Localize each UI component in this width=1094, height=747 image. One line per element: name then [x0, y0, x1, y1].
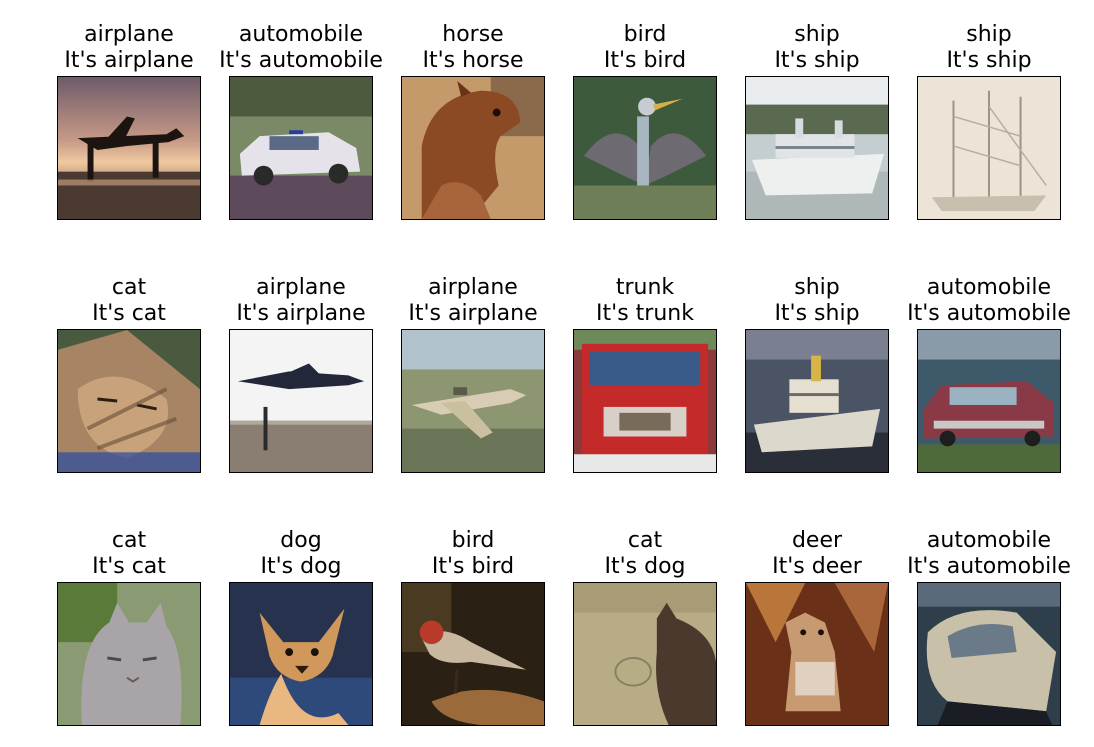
image-cell: airplane It's airplane: [43, 22, 215, 222]
true-label: cat: [559, 528, 731, 554]
predicted-caption: It's dog: [559, 554, 731, 580]
predicted-caption: It's airplane: [387, 301, 559, 327]
true-label: bird: [559, 22, 731, 48]
image-cell: ship It's ship: [903, 22, 1075, 222]
ferry-harbor-thumbnail: [745, 329, 889, 473]
cruise-ship-thumbnail: [745, 76, 889, 220]
deer-brown-thumbnail: [745, 582, 889, 726]
chihuahua-thumbnail: [229, 582, 373, 726]
robin-thumbnail: [401, 582, 545, 726]
predicted-caption: It's ship: [731, 48, 903, 74]
image-title: airplane It's airplane: [387, 275, 559, 327]
image-cell: airplane It's airplane: [215, 275, 387, 475]
true-label: deer: [731, 528, 903, 554]
predicted-caption: It's airplane: [43, 48, 215, 74]
image-cell: cat It's cat: [43, 275, 215, 475]
true-label: automobile: [903, 275, 1075, 301]
image-title: automobile It's automobile: [215, 22, 387, 74]
image-cell: dog It's dog: [215, 528, 387, 728]
cat-profile-thumbnail: [573, 582, 717, 726]
image-cell: deer It's deer: [731, 528, 903, 728]
true-label: airplane: [387, 275, 559, 301]
light-aircraft-thumbnail: [401, 329, 545, 473]
image-title: bird It's bird: [559, 22, 731, 74]
image-title: trunk It's trunk: [559, 275, 731, 327]
true-label: ship: [731, 22, 903, 48]
image-title: ship It's ship: [903, 22, 1075, 74]
predicted-caption: It's dog: [215, 554, 387, 580]
predicted-caption: It's automobile: [215, 48, 387, 74]
image-cell: bird It's bird: [559, 22, 731, 222]
image-title: automobile It's automobile: [903, 275, 1075, 327]
true-label: bird: [387, 528, 559, 554]
image-cell: horse It's horse: [387, 22, 559, 222]
police-car-thumbnail: [229, 76, 373, 220]
predicted-caption: It's automobile: [903, 301, 1075, 327]
image-cell: ship It's ship: [731, 22, 903, 222]
predicted-caption: It's ship: [731, 301, 903, 327]
image-title: airplane It's airplane: [215, 275, 387, 327]
tabby-cat-thumbnail: [57, 329, 201, 473]
predicted-caption: It's trunk: [559, 301, 731, 327]
image-title: dog It's dog: [215, 528, 387, 580]
image-cell: automobile It's automobile: [903, 275, 1075, 475]
image-cell: ship It's ship: [731, 275, 903, 475]
predicted-caption: It's airplane: [215, 301, 387, 327]
true-label: trunk: [559, 275, 731, 301]
predicted-caption: It's ship: [903, 48, 1075, 74]
predicted-caption: It's cat: [43, 554, 215, 580]
predicted-caption: It's cat: [43, 301, 215, 327]
true-label: dog: [215, 528, 387, 554]
true-label: airplane: [215, 275, 387, 301]
true-label: airplane: [43, 22, 215, 48]
image-cell: cat It's dog: [559, 528, 731, 728]
predicted-caption: It's bird: [387, 554, 559, 580]
image-title: cat It's cat: [43, 528, 215, 580]
brown-horse-thumbnail: [401, 76, 545, 220]
heron-wings-thumbnail: [573, 76, 717, 220]
true-label: ship: [903, 22, 1075, 48]
image-title: ship It's ship: [731, 275, 903, 327]
gray-cat-thumbnail: [57, 582, 201, 726]
image-title: cat It's dog: [559, 528, 731, 580]
true-label: horse: [387, 22, 559, 48]
image-cell: automobile It's automobile: [903, 528, 1075, 728]
image-title: cat It's cat: [43, 275, 215, 327]
image-cell: airplane It's airplane: [387, 275, 559, 475]
true-label: cat: [43, 275, 215, 301]
image-title: deer It's deer: [731, 528, 903, 580]
fire-truck-thumbnail: [573, 329, 717, 473]
red-sedan-thumbnail: [917, 329, 1061, 473]
image-title: ship It's ship: [731, 22, 903, 74]
image-title: airplane It's airplane: [43, 22, 215, 74]
image-cell: cat It's cat: [43, 528, 215, 728]
airplane-sunset-thumbnail: [57, 76, 201, 220]
predicted-caption: It's deer: [731, 554, 903, 580]
predicted-caption: It's bird: [559, 48, 731, 74]
jet-takeoff-thumbnail: [229, 329, 373, 473]
true-label: cat: [43, 528, 215, 554]
image-title: automobile It's automobile: [903, 528, 1075, 580]
predicted-caption: It's horse: [387, 48, 559, 74]
true-label: ship: [731, 275, 903, 301]
image-cell: automobile It's automobile: [215, 22, 387, 222]
true-label: automobile: [903, 528, 1075, 554]
image-cell: trunk It's trunk: [559, 275, 731, 475]
predicted-caption: It's automobile: [903, 554, 1075, 580]
sailing-ship-sketch-thumbnail: [917, 76, 1061, 220]
image-title: bird It's bird: [387, 528, 559, 580]
true-label: automobile: [215, 22, 387, 48]
silver-car-thumbnail: [917, 582, 1061, 726]
image-cell: bird It's bird: [387, 528, 559, 728]
image-title: horse It's horse: [387, 22, 559, 74]
